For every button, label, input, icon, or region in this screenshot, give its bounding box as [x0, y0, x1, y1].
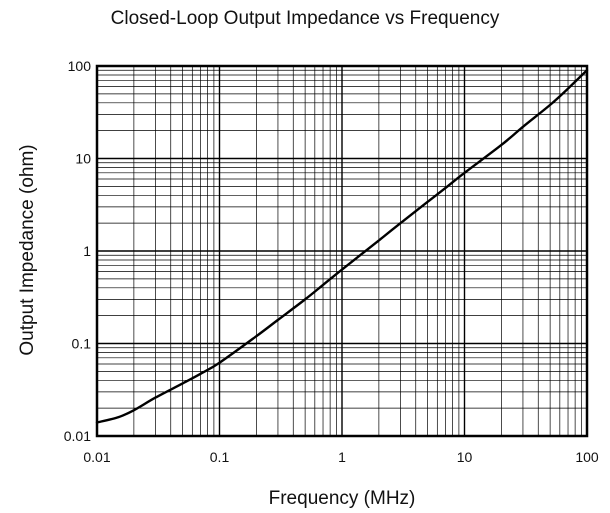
y-tick-label: 100	[68, 58, 92, 74]
y-tick-label: 0.1	[72, 336, 92, 352]
y-tick-label: 1	[83, 243, 91, 259]
x-axis-label: Frequency (MHz)	[268, 488, 416, 509]
x-tick-label: 1	[338, 449, 346, 465]
series-line-0	[95, 69, 589, 424]
x-tick-label: 100	[575, 449, 599, 465]
grid-layer	[96, 66, 587, 437]
y-axis-label: Output Impedance (ohm)	[17, 144, 38, 356]
series-layer	[95, 69, 589, 424]
y-tick-label: 10	[75, 151, 91, 167]
y-tick-label: 0.01	[64, 428, 91, 444]
x-tick-label: 0.01	[83, 449, 110, 465]
x-tick-label: 0.1	[210, 449, 230, 465]
chart-title: Closed-Loop Output Impedance vs Frequenc…	[110, 8, 500, 29]
plot-frame	[95, 64, 589, 438]
x-tick-label: 10	[457, 449, 473, 465]
tick-labels: 0.01 0.1 1 10 100 0.01 0.1 1 10 100	[64, 58, 599, 465]
